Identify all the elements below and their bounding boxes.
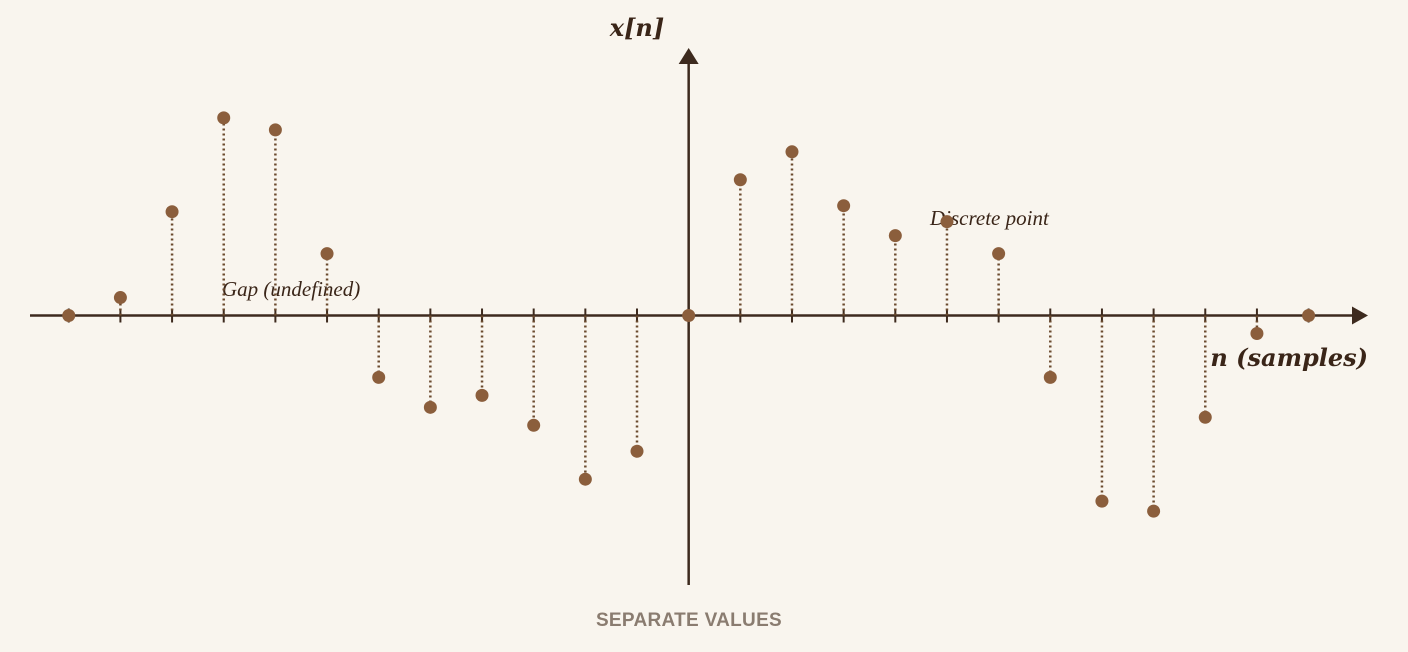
y-axis-arrow <box>678 48 699 64</box>
sample-point <box>165 205 179 219</box>
y-axis-label: x[n] <box>609 13 664 42</box>
sample-point <box>217 111 231 125</box>
sample-point <box>320 247 334 261</box>
sample-point <box>1302 309 1316 323</box>
sample-point <box>1095 494 1109 508</box>
x-axis-label: n (samples) <box>1210 343 1368 372</box>
sample-point <box>1198 410 1212 424</box>
sample-point <box>1147 504 1161 518</box>
sample-point <box>992 247 1006 261</box>
sample-point <box>475 388 489 402</box>
sample-point <box>1043 370 1057 384</box>
sample-point <box>372 370 386 384</box>
chart-title: SEPARATE VALUES <box>596 610 782 631</box>
sample-point <box>113 291 127 305</box>
sample-point <box>1250 326 1264 340</box>
sample-point <box>527 418 541 432</box>
sample-point <box>888 229 902 243</box>
x-axis-arrow <box>1352 306 1368 325</box>
sample-point <box>578 472 592 486</box>
sample-point <box>785 145 799 159</box>
sample-point <box>62 309 76 323</box>
sample-point <box>630 444 644 458</box>
sample-point <box>837 199 851 213</box>
sample-point <box>268 123 282 137</box>
sample-point <box>423 400 437 414</box>
annotation: Gap (undefined) <box>222 277 360 301</box>
sample-point <box>682 309 696 323</box>
sample-point <box>733 173 747 187</box>
sample-point <box>940 215 954 229</box>
